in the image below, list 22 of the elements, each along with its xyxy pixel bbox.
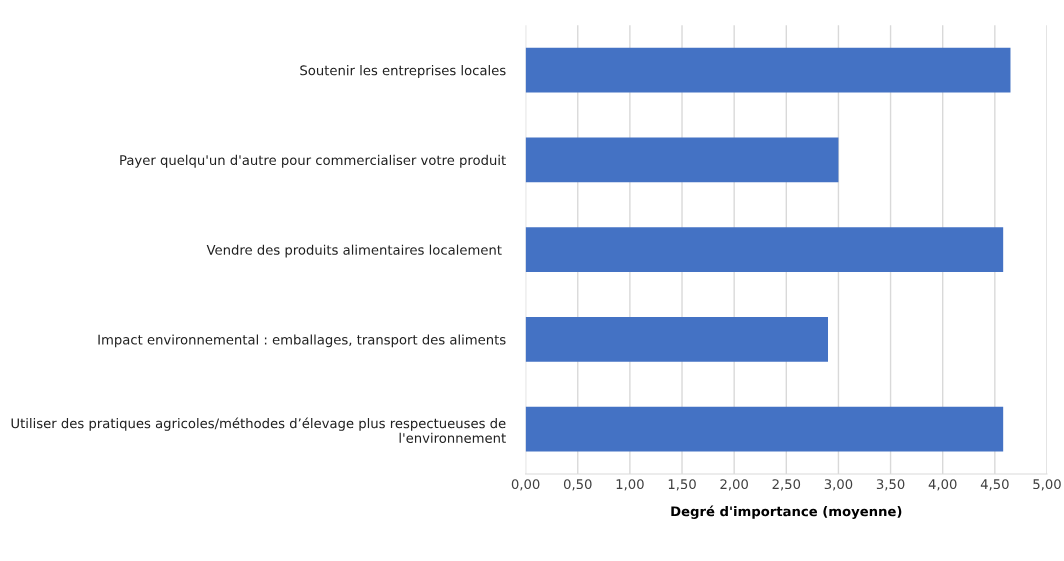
bar xyxy=(525,227,1004,273)
y-tick-label: Utiliser des pratiques agricoles/méthodes d’élevage plus respectueuses de l'environnement xyxy=(11,417,506,444)
x-tick-label: 5,00 xyxy=(1033,479,1061,491)
x-tick-label: 2,50 xyxy=(772,479,801,491)
y-tick-label: Impact environnemental : emballages, transport des aliments xyxy=(98,334,506,348)
bar xyxy=(525,47,1011,93)
x-axis-title: Degré d'importance (moyenne) xyxy=(671,505,902,519)
bar xyxy=(525,406,1004,452)
x-tick-label: 4,50 xyxy=(980,479,1009,491)
y-tick-label: Payer quelqu'un d'autre pour commercialiser votre produit xyxy=(120,154,506,168)
x-tick-label: 3,00 xyxy=(824,479,853,491)
x-tick-label: 1,00 xyxy=(616,479,644,491)
x-tick-label: 1,50 xyxy=(668,479,696,491)
x-tick-label: 4,00 xyxy=(928,479,957,491)
y-tick-label: Vendre des produits alimentaires localement xyxy=(206,244,502,258)
x-tick-label: 0,50 xyxy=(563,479,592,491)
x-tick-label: 0,00 xyxy=(511,479,540,491)
bar xyxy=(525,316,828,362)
x-tick-label: 3,50 xyxy=(876,479,905,491)
x-tick-label: 2,00 xyxy=(720,479,748,491)
bar xyxy=(525,137,839,183)
y-tick-label: Soutenir les entreprises locales xyxy=(300,65,506,78)
